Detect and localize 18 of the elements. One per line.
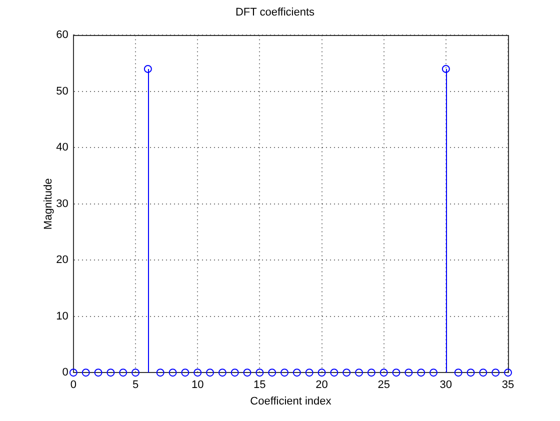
x-tick-label: 25 xyxy=(378,379,390,392)
x-tick-label: 10 xyxy=(191,379,204,392)
x-axis-title: Coefficient index xyxy=(250,395,332,408)
y-tick-label: 10 xyxy=(56,310,68,322)
y-tick-label: 40 xyxy=(56,142,68,154)
x-tick-label: 15 xyxy=(254,379,266,392)
y-tick-label: 60 xyxy=(56,29,68,42)
y-axis-title: Magnitude xyxy=(42,178,55,230)
chart-title: DFT coefficients xyxy=(235,6,316,19)
x-tick-label: 20 xyxy=(316,379,328,392)
y-tick-label: 30 xyxy=(56,198,68,210)
x-tick-label: 5 xyxy=(132,379,139,392)
x-tick-label: 35 xyxy=(502,379,514,392)
x-tick-label: 30 xyxy=(440,379,452,392)
y-tick-label: 50 xyxy=(56,85,68,98)
x-tick-label: 0 xyxy=(70,379,76,392)
y-tick-label: 0 xyxy=(62,366,68,379)
y-tick-label: 20 xyxy=(56,254,68,266)
